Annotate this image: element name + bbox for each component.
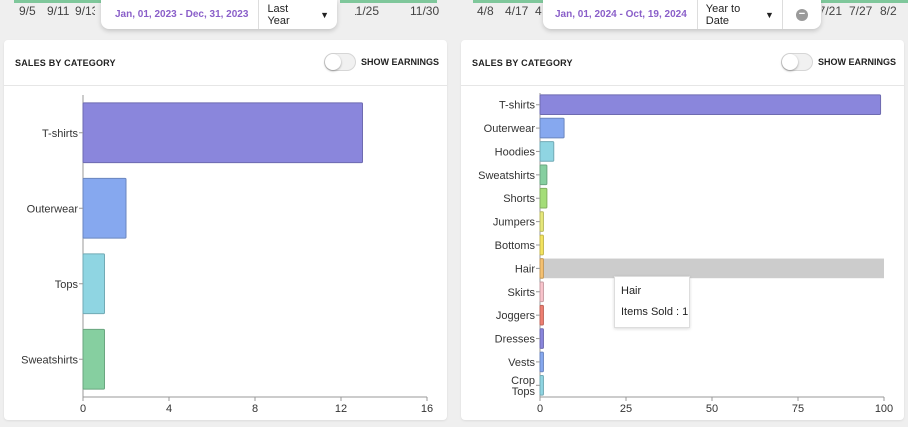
x-tick-label: 0 bbox=[537, 403, 543, 415]
y-tick-label: Jumpers bbox=[493, 217, 536, 229]
period-select[interactable]: Year to Date ▼ bbox=[696, 0, 782, 29]
bar bbox=[539, 94, 882, 116]
period-select-value: Last Year bbox=[267, 2, 290, 27]
y-tick-label: Crop bbox=[511, 375, 535, 387]
y-tick-label: Outerwear bbox=[484, 123, 536, 135]
caret-down-icon: ▼ bbox=[320, 9, 329, 20]
bar bbox=[82, 102, 363, 164]
y-tick-label: Skirts bbox=[508, 287, 536, 299]
y-tick-label: Hoodies bbox=[495, 146, 536, 158]
axis-line bbox=[821, 0, 908, 3]
minus-circle-icon: − bbox=[795, 8, 808, 21]
y-tick-label: Tops bbox=[55, 279, 79, 291]
y-tick-label: Outerwear bbox=[27, 203, 79, 215]
period-select-value: Year to Date bbox=[705, 2, 741, 27]
card-header: SALES BY CATEGORY SHOW EARNINGS bbox=[4, 40, 447, 86]
x-tick-label: 0 bbox=[80, 403, 86, 415]
x-tick-label: 100 bbox=[875, 403, 893, 415]
x-tick-label: 12 bbox=[335, 403, 347, 415]
y-tick-label: Hair bbox=[515, 263, 536, 275]
bar bbox=[539, 258, 544, 279]
sales-by-category-card-left: SALES BY CATEGORY SHOW EARNINGS T-shirts… bbox=[4, 40, 447, 420]
top-left-strip: 9/5 9/11 9/13 11/25 11/30 bbox=[0, 0, 447, 22]
tick-label: 9/11 bbox=[47, 4, 70, 18]
date-range-text: Jan, 01, 2023 - Dec, 31, 2023 bbox=[115, 9, 249, 20]
x-tick-label: 50 bbox=[706, 403, 718, 415]
x-tick-label: 8 bbox=[252, 403, 258, 415]
card-title: SALES BY CATEGORY bbox=[472, 58, 573, 68]
bar bbox=[82, 177, 127, 239]
x-tick-label: 16 bbox=[421, 403, 433, 415]
remove-range-button[interactable]: − bbox=[781, 0, 821, 29]
show-earnings-toggle[interactable] bbox=[780, 53, 813, 71]
tick-label: 9/13 bbox=[75, 4, 95, 18]
y-tick-label: T-shirts bbox=[42, 128, 79, 140]
toggle-label: SHOW EARNINGS bbox=[817, 57, 896, 67]
bar bbox=[539, 304, 544, 326]
caret-down-icon: ▼ bbox=[765, 9, 774, 20]
bar bbox=[539, 164, 548, 186]
sales-by-category-card-right: SALES BY CATEGORY SHOW EARNINGS T-shirts… bbox=[461, 40, 904, 420]
axis-line bbox=[14, 0, 104, 3]
y-tick-label: Tops bbox=[512, 386, 536, 398]
y-tick-label: Bottoms bbox=[495, 240, 536, 252]
x-tick-label: 75 bbox=[792, 403, 804, 415]
toggle-knob bbox=[781, 54, 798, 70]
show-earnings-toggle[interactable] bbox=[323, 53, 356, 71]
top-right-strip: 4/8 4/17 4 7/21 7/27 8/2 bbox=[461, 0, 908, 22]
y-tick-label: Sweatshirts bbox=[478, 170, 535, 182]
bar bbox=[539, 281, 544, 303]
bar bbox=[82, 253, 105, 315]
bar-highlight bbox=[540, 258, 884, 279]
sales-bar-chart-left: T-shirts Outerwear Tops Sweatshirts 0 4 8 12 16 bbox=[21, 95, 433, 415]
y-tick-label: Sweatshirts bbox=[21, 354, 78, 366]
tick-label: 4/17 bbox=[505, 4, 529, 18]
tooltip-title: Hair bbox=[621, 285, 642, 297]
date-range-text: Jan, 01, 2024 - Oct, 19, 2024 bbox=[555, 9, 687, 20]
axis-line bbox=[340, 0, 437, 3]
tick-label: 8/2 bbox=[880, 4, 897, 18]
bar bbox=[539, 211, 544, 232]
tick-label: 9/5 bbox=[19, 4, 36, 18]
tick-label: 4/8 bbox=[477, 4, 494, 18]
y-tick-label: Joggers bbox=[496, 310, 536, 322]
y-tick-label: Shorts bbox=[503, 193, 535, 205]
chart-tooltip: Hair Items Sold : 1 bbox=[614, 276, 690, 328]
axis-line bbox=[473, 0, 553, 3]
bar bbox=[539, 328, 544, 349]
tick-label: 11/25 bbox=[355, 4, 379, 18]
card-title: SALES BY CATEGORY bbox=[15, 58, 116, 68]
bar bbox=[539, 374, 544, 396]
toggle-knob bbox=[324, 54, 341, 70]
date-range-picker-right[interactable]: Jan, 01, 2024 - Oct, 19, 2024 Year to Da… bbox=[543, 0, 821, 29]
bar bbox=[539, 117, 565, 139]
show-earnings-toggle-wrap: SHOW EARNINGS bbox=[780, 53, 896, 71]
toggle-label: SHOW EARNINGS bbox=[360, 57, 439, 67]
tick-label: 7/27 bbox=[849, 4, 873, 18]
bar bbox=[539, 351, 544, 373]
bar bbox=[82, 328, 105, 390]
x-tick-label: 25 bbox=[620, 403, 632, 415]
y-tick-label: Vests bbox=[508, 357, 535, 369]
show-earnings-toggle-wrap: SHOW EARNINGS bbox=[323, 53, 439, 71]
y-tick-label: Dresses bbox=[495, 334, 536, 346]
period-select[interactable]: Last Year ▼ bbox=[258, 0, 337, 29]
tooltip-value: Items Sold : 1 bbox=[621, 306, 689, 318]
tick-label: 7/21 bbox=[822, 4, 842, 18]
x-tick-label: 4 bbox=[166, 403, 172, 415]
bar bbox=[539, 187, 548, 209]
y-tick-label: T-shirts bbox=[499, 100, 536, 112]
tick-label: 11/30 bbox=[410, 4, 440, 18]
bar bbox=[539, 234, 544, 256]
bar bbox=[539, 141, 555, 162]
sales-bar-chart-right: T-shirts Outerwear Hoodies Sweatshirts Short… bbox=[478, 93, 893, 415]
tick-label: 4 bbox=[535, 4, 542, 18]
date-range-picker-left[interactable]: Jan, 01, 2023 - Dec, 31, 2023 Last Year … bbox=[101, 0, 337, 29]
card-header: SALES BY CATEGORY SHOW EARNINGS bbox=[461, 40, 904, 86]
